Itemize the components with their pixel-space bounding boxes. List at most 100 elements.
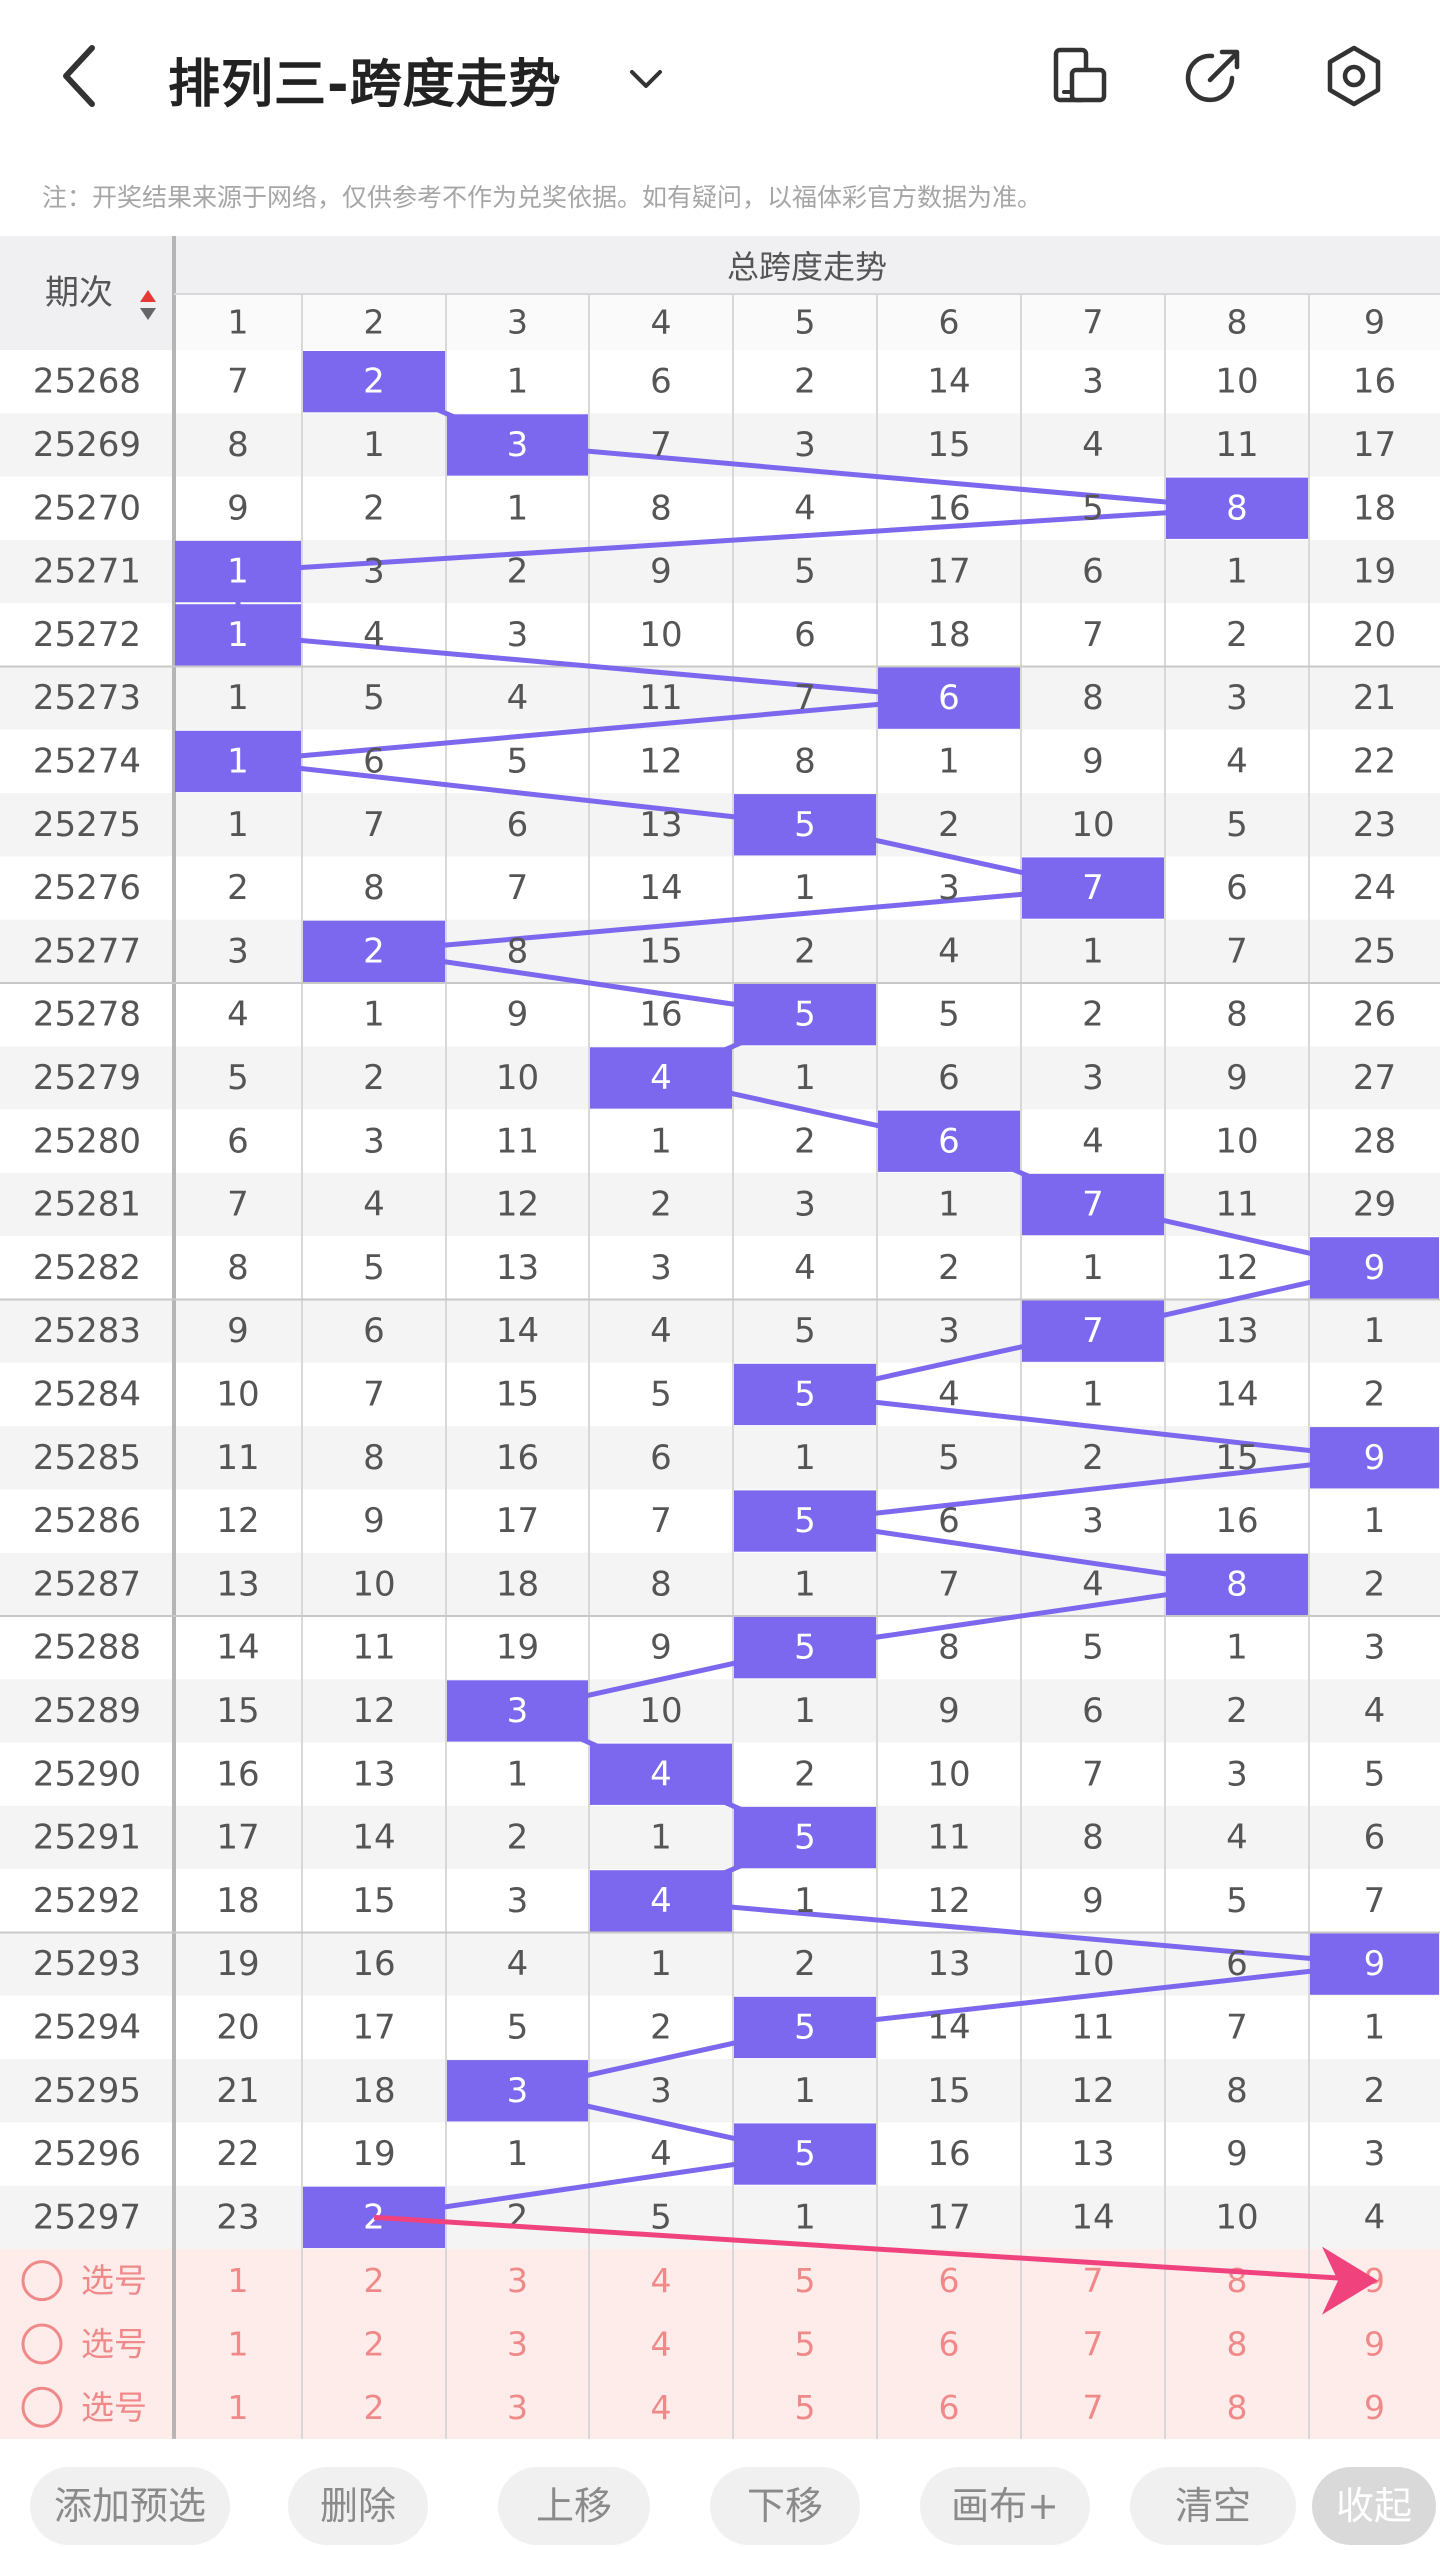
hit-cell-25295[interactable] — [447, 2060, 588, 2122]
span-cell: 6 — [1226, 1944, 1248, 1984]
table-row — [0, 1489, 1440, 1553]
span-cell: 8 — [1082, 678, 1104, 718]
hit-cell-25296[interactable] — [734, 2123, 876, 2185]
pick-number[interactable]: 5 — [795, 2388, 816, 2427]
hit-cell-25270[interactable] — [1166, 477, 1308, 539]
pick-number[interactable]: 2 — [364, 2324, 385, 2363]
hit-cell-25286[interactable] — [734, 1490, 876, 1552]
span-cell: 10 — [1215, 362, 1258, 402]
pick-number[interactable]: 8 — [1227, 2261, 1248, 2300]
hit-cell-25285[interactable] — [1310, 1427, 1439, 1489]
disclaimer-notice: 注：开奖结果来源于网络，仅供参考不作为兑奖依据。如有疑问，以福体彩官方数据为准。 — [42, 183, 1043, 212]
pick-number[interactable]: 5 — [795, 2261, 816, 2300]
hit-cell-25290[interactable] — [590, 1743, 732, 1805]
period-cell: 25295 — [33, 2071, 141, 2111]
hit-cell-25272[interactable] — [175, 604, 301, 666]
span-cell: 14 — [1071, 2197, 1114, 2237]
pick-number[interactable]: 7 — [1083, 2388, 1104, 2427]
span-cell: 3 — [938, 1311, 960, 1351]
hit-cell-25282[interactable] — [1310, 1237, 1439, 1299]
pick-number[interactable]: 2 — [364, 2261, 385, 2300]
hit-cell-25279[interactable] — [590, 1047, 732, 1109]
hit-cell-25293[interactable] — [1310, 1933, 1439, 1995]
span-cell: 14 — [1215, 1374, 1258, 1414]
pick-number[interactable]: 1 — [228, 2388, 249, 2427]
pick-radio-icon[interactable] — [21, 2386, 63, 2428]
hit-cell-25268[interactable] — [303, 351, 445, 413]
delete-button[interactable]: 删除 — [288, 2467, 428, 2545]
share-button[interactable] — [1180, 42, 1248, 110]
span-cell: 1 — [227, 678, 249, 718]
pick-number[interactable]: 6 — [939, 2324, 960, 2363]
hit-cell-25281[interactable] — [1022, 1173, 1164, 1236]
pick-radio-icon[interactable] — [21, 2260, 63, 2302]
hit-value: 7 — [1082, 868, 1104, 908]
hit-cell-25287[interactable] — [1166, 1553, 1308, 1615]
span-cell: 9 — [507, 995, 529, 1035]
span-cell: 17 — [927, 2197, 970, 2237]
hit-cell-25273[interactable] — [878, 667, 1020, 729]
sort-up-icon[interactable] — [140, 290, 156, 302]
hit-cell-25280[interactable] — [878, 1110, 1020, 1172]
span-cell: 1 — [507, 2134, 529, 2174]
back-button[interactable] — [52, 38, 112, 114]
hit-cell-25288[interactable] — [734, 1617, 876, 1679]
span-cell: 10 — [927, 1754, 970, 1794]
canvas-plus-button[interactable]: 画布+ — [920, 2467, 1090, 2545]
move-up-button[interactable]: 上移 — [498, 2467, 650, 2545]
pick-number[interactable]: 1 — [228, 2261, 249, 2300]
pick-number[interactable]: 8 — [1227, 2388, 1248, 2427]
span-trend-table: 期次 总跨度走势 1 2 3 4 5 6 7 8 9 25268 7 2 1 6 2 14 3 10 16 25269 8 1… — [0, 236, 1440, 2444]
hit-cell-25291[interactable] — [734, 1806, 876, 1869]
span-cell: 2 — [1226, 615, 1248, 655]
pick-number[interactable]: 3 — [507, 2388, 528, 2427]
period-cell: 25269 — [33, 425, 141, 465]
hit-cell-25292[interactable] — [590, 1870, 732, 1932]
hit-cell-25289[interactable] — [447, 1680, 588, 1742]
pick-number[interactable]: 5 — [795, 2324, 816, 2363]
settings-button[interactable] — [1320, 42, 1388, 110]
pick-number[interactable]: 7 — [1083, 2261, 1104, 2300]
span-cell: 9 — [227, 488, 249, 528]
hit-cell-25271[interactable] — [175, 540, 301, 603]
period-cell: 25280 — [33, 1121, 141, 1161]
period-cell: 25271 — [33, 552, 141, 592]
hit-cell-25276[interactable] — [1022, 857, 1164, 919]
pick-number[interactable]: 4 — [651, 2324, 672, 2363]
hit-cell-25269[interactable] — [447, 414, 588, 476]
pick-number[interactable]: 1 — [228, 2324, 249, 2363]
hit-cell-25275[interactable] — [734, 794, 876, 856]
sort-down-icon[interactable] — [140, 308, 156, 320]
pick-number[interactable]: 3 — [507, 2324, 528, 2363]
collapse-button[interactable]: 收起 — [1312, 2467, 1436, 2545]
layout-toggle-button[interactable] — [1046, 42, 1114, 110]
pick-radio-icon[interactable] — [21, 2323, 63, 2365]
title-dropdown[interactable] — [624, 58, 668, 102]
hit-cell-25294[interactable] — [734, 1996, 876, 2059]
pick-number[interactable]: 4 — [651, 2388, 672, 2427]
hit-cell-25274[interactable] — [175, 730, 301, 793]
table-row — [0, 413, 1440, 477]
hit-value: 8 — [1226, 1564, 1248, 1604]
pick-number[interactable]: 7 — [1083, 2324, 1104, 2363]
span-cell: 8 — [1082, 1818, 1104, 1858]
hit-cell-25283[interactable] — [1022, 1300, 1164, 1362]
span-cell: 26 — [1353, 995, 1396, 1035]
pick-number[interactable]: 9 — [1364, 2388, 1385, 2427]
hit-cell-25284[interactable] — [734, 1363, 876, 1426]
pick-number[interactable]: 6 — [939, 2388, 960, 2427]
move-down-button[interactable]: 下移 — [710, 2467, 860, 2545]
pick-number[interactable]: 9 — [1364, 2324, 1385, 2363]
pick-number[interactable]: 6 — [939, 2261, 960, 2300]
span-cell: 13 — [352, 1754, 395, 1794]
pick-number[interactable]: 4 — [651, 2261, 672, 2300]
pick-number[interactable]: 2 — [364, 2388, 385, 2427]
pick-number[interactable]: 3 — [507, 2261, 528, 2300]
hit-cell-25278[interactable] — [734, 984, 876, 1046]
pick-number[interactable]: 8 — [1227, 2324, 1248, 2363]
span-cell: 17 — [216, 1818, 259, 1858]
hit-cell-25277[interactable] — [303, 920, 445, 982]
span-cell: 2 — [794, 362, 816, 402]
clear-button[interactable]: 清空 — [1130, 2467, 1296, 2545]
add-preselect-button[interactable]: 添加预选 — [30, 2467, 230, 2545]
